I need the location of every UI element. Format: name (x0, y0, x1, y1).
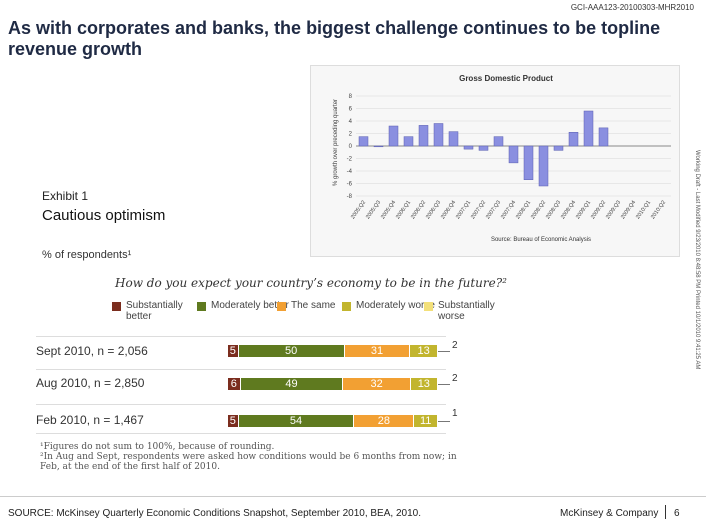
legend-swatch (277, 302, 286, 311)
footnote-2: ²In Aug and Sept, respondents were asked… (40, 452, 457, 472)
tail-line (438, 351, 450, 352)
tail-line (438, 384, 450, 385)
footer (0, 496, 706, 529)
tail-line (438, 421, 450, 422)
gdp-bar (538, 145, 549, 187)
gdp-bar (448, 131, 459, 147)
stacked-segment: 13 (410, 345, 438, 357)
survey-stacked-bar: 6 49 32 13 (228, 378, 438, 390)
survey-row-label: Sept 2010, n = 2,056 (36, 344, 148, 358)
page-title: As with corporates and banks, the bigges… (8, 18, 661, 59)
legend-swatch (342, 302, 351, 311)
stacked-segment: 5 (228, 345, 239, 357)
gdp-y-tick-label: -4 (347, 169, 353, 175)
gdp-source: Source: Bureau of Economic Analysis (491, 237, 591, 243)
gdp-bar (553, 145, 564, 151)
side-note: Working Draft - Last Modified 9/23/2010 … (694, 150, 700, 370)
row-divider (36, 369, 446, 370)
row-divider (36, 433, 446, 434)
tail-value: 1 (452, 408, 458, 419)
gdp-chart-panel: Gross Domestic Product % growth over pre… (310, 65, 680, 257)
stacked-segment: 13 (410, 378, 438, 390)
legend-label: Moderately better (211, 300, 289, 311)
gdp-y-tick-label: -2 (347, 157, 353, 163)
legend-label: The same (291, 300, 336, 311)
gdp-bar (463, 145, 474, 150)
gdp-bar (568, 132, 579, 147)
brand-name: McKinsey & Company (560, 508, 659, 519)
survey-stacked-bar: 5 54 28 11 (228, 415, 438, 427)
footnotes: ¹Figures do not sum to 100%, because of … (40, 442, 460, 472)
survey-row-label: Feb 2010, n = 1,467 (36, 413, 144, 427)
gdp-y-tick-label: -6 (347, 182, 353, 188)
legend-swatch (197, 302, 206, 311)
document-id: GCI-AAA123-20100303-MHR2010 (570, 3, 694, 12)
page-separator (665, 505, 666, 519)
gdp-bar (418, 125, 429, 147)
legend: Substantially better Moderately better T… (112, 300, 512, 330)
stacked-segment: 31 (344, 345, 411, 357)
gdp-bar (433, 123, 444, 147)
gdp-bar (388, 125, 399, 147)
exhibit-title: Cautious optimism (42, 207, 166, 224)
stacked-segment: 6 (228, 378, 241, 390)
source-note: SOURCE: McKinsey Quarterly Economic Cond… (8, 508, 421, 519)
gdp-bar (493, 136, 504, 147)
exhibit-label: Exhibit 1 (42, 189, 89, 203)
legend-swatch (424, 302, 433, 311)
legend-label: Substantially worse (438, 300, 495, 322)
survey-stacked-bar: 5 50 31 13 (228, 345, 438, 357)
unit-label: % of respondents¹ (42, 249, 132, 261)
gdp-bar (583, 110, 594, 147)
gdp-bar (478, 145, 489, 151)
gdp-y-tick-label: 0 (349, 144, 353, 150)
gdp-bar (508, 145, 519, 164)
gdp-y-tick-label: -8 (347, 194, 353, 200)
gdp-y-tick-label: 4 (349, 119, 353, 125)
page-number: 6 (674, 508, 680, 519)
stacked-segment: 54 (238, 415, 355, 427)
stacked-segment: 32 (343, 378, 411, 390)
stacked-segment: 28 (354, 415, 415, 427)
survey-question: How do you expect your country’s economy… (115, 276, 507, 290)
legend-swatch (112, 302, 121, 311)
gdp-bar (403, 136, 414, 147)
row-divider (36, 404, 446, 405)
gdp-bar (358, 136, 369, 147)
stacked-segment: 11 (414, 415, 438, 427)
gdp-y-tick-label: 2 (349, 132, 353, 138)
footer-divider (0, 496, 706, 497)
stacked-segment: 5 (228, 415, 239, 427)
tail-value: 2 (452, 340, 458, 351)
tail-value: 2 (452, 373, 458, 384)
legend-label: Moderately worse (356, 300, 435, 311)
stacked-segment: 49 (240, 378, 344, 390)
gdp-chart: Gross Domestic Product % growth over pre… (333, 74, 671, 243)
stacked-segment: 50 (238, 345, 345, 357)
survey-row-label: Aug 2010, n = 2,850 (36, 376, 145, 390)
gdp-y-tick-label: 8 (349, 94, 353, 100)
row-divider (36, 336, 446, 337)
gdp-y-tick-label: 6 (349, 107, 353, 113)
footnote-1: ¹Figures do not sum to 100%, because of … (40, 442, 275, 452)
gdp-chart-title: Gross Domestic Product (459, 74, 553, 83)
legend-label: Substantially better (126, 300, 183, 322)
gdp-x-tick-label: 2010:Q2 (650, 200, 667, 221)
gdp-bar (523, 145, 534, 180)
gdp-bar (373, 145, 384, 148)
gdp-y-axis-label: % growth over preceding quarter (333, 99, 339, 186)
gdp-bar (598, 127, 609, 147)
